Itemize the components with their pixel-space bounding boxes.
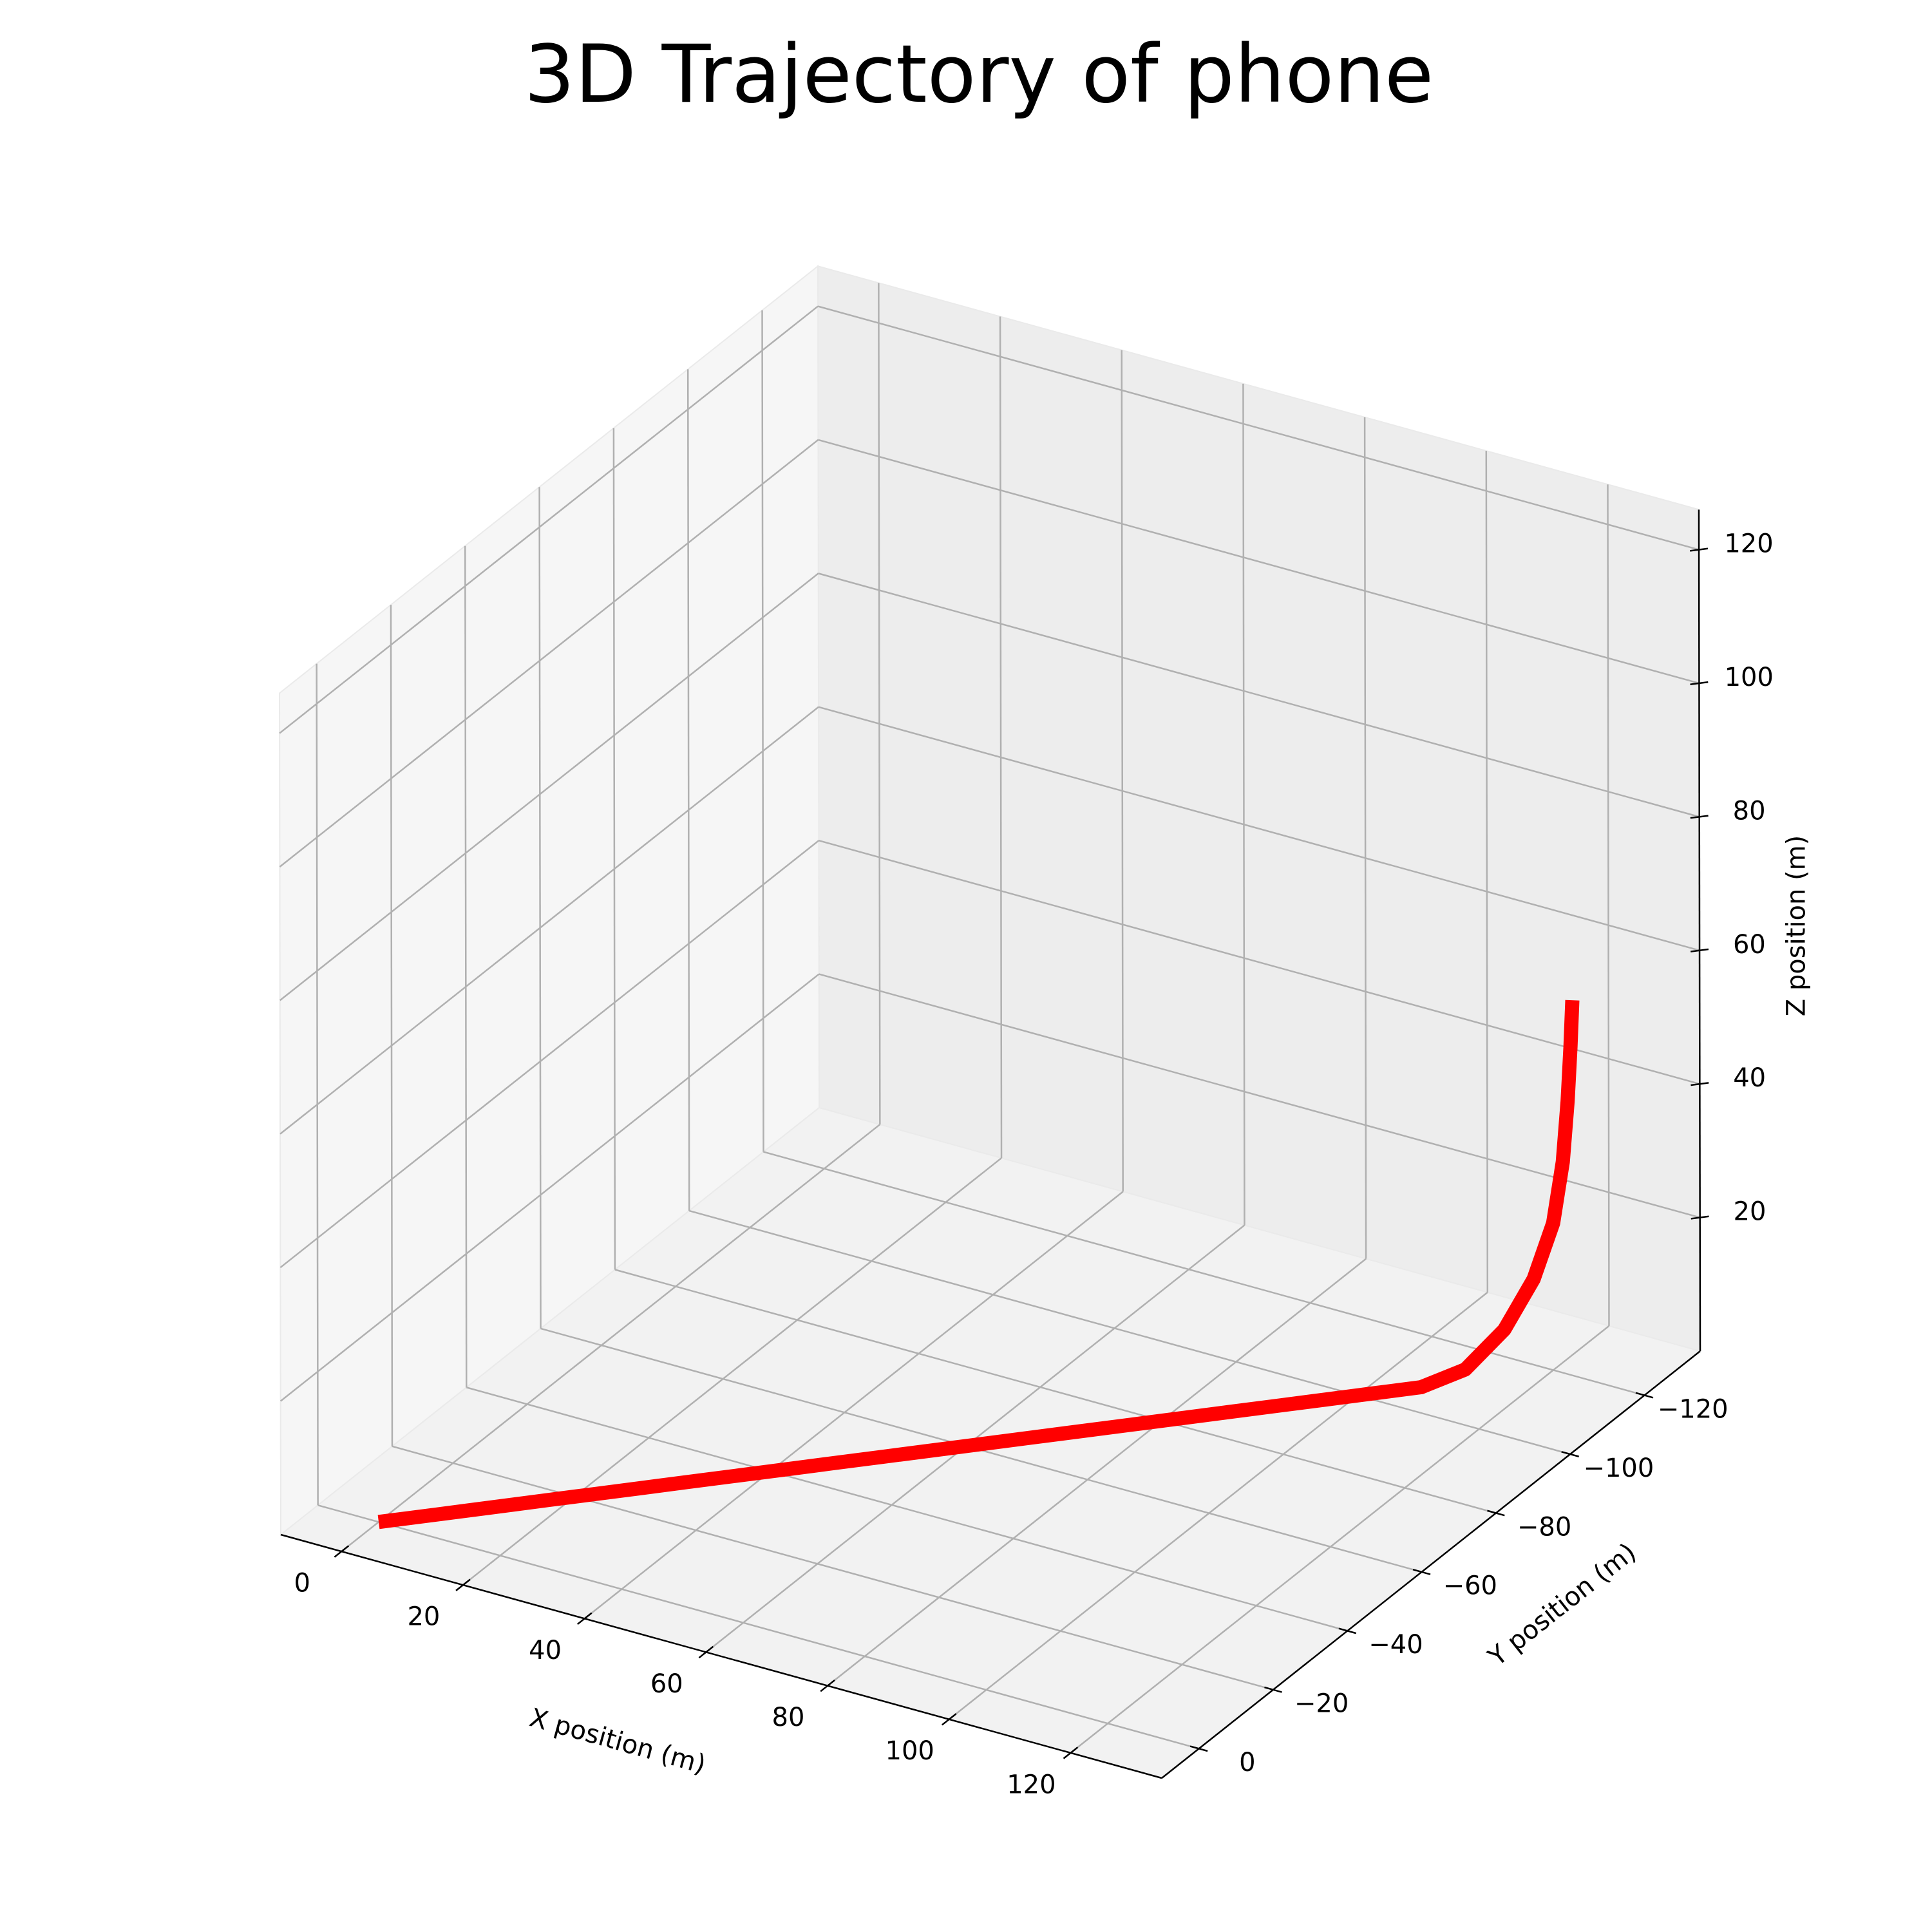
grid-back-x: [999, 316, 1003, 1159]
y-tick-3-mark: [1412, 1568, 1431, 1575]
grid-left-y: [464, 545, 468, 1388]
z-tick-5-label: 120: [1724, 529, 1773, 559]
grid-left-y: [761, 310, 764, 1152]
x-tick-4-label: 80: [772, 1703, 805, 1732]
x-tick-0-label: 0: [294, 1569, 310, 1598]
y-tick-6-mark: [1635, 1392, 1654, 1399]
y-tick-5-mark: [1561, 1451, 1580, 1457]
grid-left-z: [279, 706, 819, 1135]
y-axis-label: Y position (m): [1482, 1537, 1642, 1672]
grid-back-z: [819, 839, 1700, 1085]
grid-floor-x: [583, 1191, 1124, 1620]
x-tick-5-label: 100: [886, 1736, 934, 1766]
x-tick-6-mark: [1063, 1747, 1079, 1759]
grid-left-z: [279, 439, 819, 867]
y-tick-5-label: −100: [1583, 1454, 1654, 1483]
x-tick-0-mark: [334, 1545, 350, 1558]
x-axis-line: [280, 1533, 1162, 1779]
y-tick-0-label: 0: [1239, 1748, 1255, 1777]
grid-left-y: [390, 605, 393, 1446]
y-tick-3-label: −60: [1443, 1571, 1497, 1601]
grid-back-x: [1121, 350, 1124, 1192]
z-tick-0-label: 20: [1734, 1197, 1766, 1227]
grid-back-x: [1363, 417, 1367, 1259]
z-tick-0-mark: [1690, 1215, 1709, 1220]
grid-floor-y: [763, 1151, 1645, 1396]
x-tick-1-mark: [455, 1578, 471, 1591]
trajectory-line-0: [377, 999, 1580, 1530]
x-tick-3-mark: [698, 1645, 714, 1659]
trajectory-data: [377, 999, 1580, 1530]
y-tick-6-label: −120: [1658, 1394, 1728, 1424]
grid-left-z: [279, 973, 820, 1402]
y-tick-4-label: −80: [1517, 1512, 1571, 1542]
z-tick-1-label: 40: [1733, 1063, 1766, 1093]
z-tick-3-label: 80: [1733, 796, 1766, 826]
grid-back-x: [1607, 484, 1610, 1326]
y-tick-4-mark: [1487, 1510, 1505, 1517]
grid-floor-y: [614, 1269, 1497, 1514]
grid-left-z: [279, 573, 819, 1001]
x-axis-label: X position (m): [526, 1703, 709, 1779]
grid-back-z: [819, 973, 1701, 1218]
grid-back-z: [818, 439, 1700, 685]
y-tick-2-label: −40: [1368, 1630, 1423, 1660]
y-tick-1-mark: [1264, 1686, 1282, 1693]
grid-floor-y: [392, 1445, 1274, 1691]
y-tick-2-mark: [1338, 1627, 1357, 1634]
grid-back-z: [818, 706, 1700, 951]
grid-back-x: [878, 283, 881, 1125]
grid-floor-x: [1070, 1325, 1610, 1754]
grid-left-y: [316, 663, 319, 1506]
z-axis-line: [1698, 509, 1701, 1352]
x-tick-6-label: 120: [1007, 1770, 1056, 1799]
z-tick-4-label: 100: [1725, 663, 1774, 692]
grid-left-y: [612, 428, 616, 1270]
grid-floor-x: [341, 1124, 881, 1553]
grid-back-z: [818, 573, 1700, 818]
z-tick-3-mark: [1690, 815, 1709, 819]
z-tick-4-mark: [1690, 681, 1709, 685]
grid-floor-y: [688, 1209, 1571, 1455]
z-tick-5-mark: [1690, 547, 1709, 552]
x-tick-5-mark: [942, 1713, 957, 1726]
axis-lines: [280, 509, 1701, 1779]
grid-left-z: [279, 305, 819, 734]
grid-floor-x: [462, 1157, 1002, 1586]
grid-left-y: [687, 369, 690, 1211]
z-tick-2-label: 60: [1733, 930, 1766, 960]
chart-title: 3D Trajectory of phone: [524, 28, 1434, 121]
z-tick-2-mark: [1690, 948, 1709, 952]
grid-floor-y: [466, 1387, 1348, 1632]
grid-left-z: [279, 840, 820, 1269]
y-tick-0-mark: [1189, 1745, 1208, 1752]
y-tick-1-label: −20: [1294, 1689, 1349, 1719]
grid-back-z: [817, 305, 1700, 551]
grid-floor-y: [317, 1504, 1199, 1750]
grid-floor-x: [949, 1291, 1488, 1720]
x-tick-1-label: 20: [407, 1602, 440, 1632]
x-tick-2-mark: [576, 1612, 592, 1625]
grid-back-x: [1485, 451, 1489, 1293]
x-tick-4-mark: [820, 1679, 835, 1692]
y-axis-line: [1161, 1350, 1701, 1779]
axis-ticks: 0 20 40 60 80 100 120 0 −20 −40 −60 −80 −100 −120 20 40…: [294, 529, 1774, 1800]
grid-left-y: [538, 487, 542, 1329]
x-tick-2-label: 40: [529, 1636, 562, 1665]
z-tick-1-mark: [1690, 1082, 1709, 1086]
grid-floor-x: [827, 1258, 1367, 1687]
z-axis-label: Z position (m): [1782, 835, 1812, 1016]
x-tick-3-label: 60: [650, 1669, 683, 1699]
grid-back-x: [1242, 383, 1245, 1226]
